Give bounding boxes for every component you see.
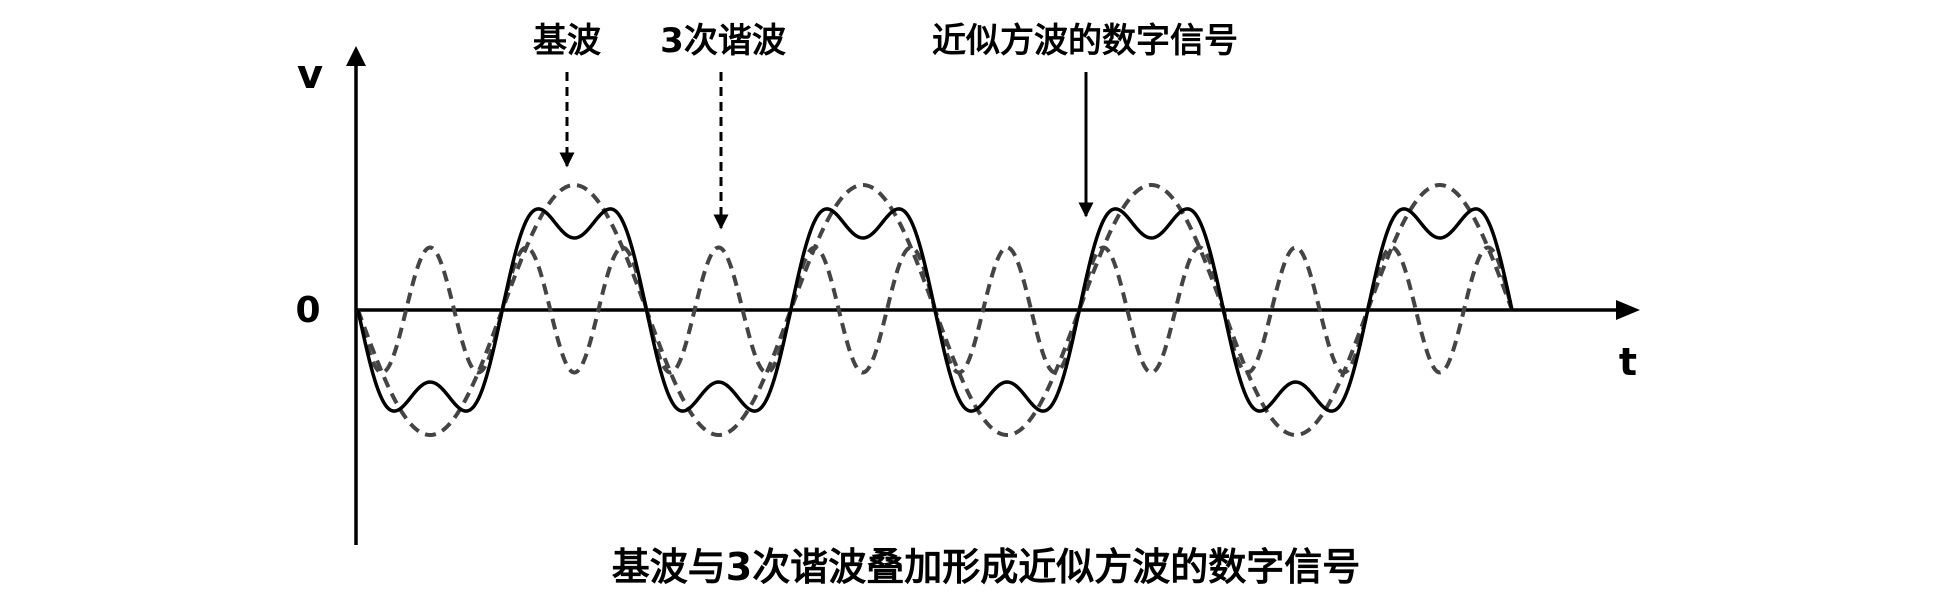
origin-label: 0 (295, 290, 320, 331)
approx-square-label: 近似方波的数字信号 (932, 21, 1238, 61)
y-axis-arrowhead (346, 46, 366, 66)
approx-square-wave (356, 207, 1514, 413)
y-axis-label: v (297, 52, 323, 98)
diagram-caption: 基波与3次谐波叠加形成近似方波的数字信号 (612, 545, 1360, 589)
x-axis-label: t (1619, 340, 1637, 384)
x-axis-arrowhead (1616, 300, 1640, 320)
third-harmonic-label: 3次谐波 (660, 21, 786, 61)
fundamental-label: 基波 (533, 21, 601, 61)
